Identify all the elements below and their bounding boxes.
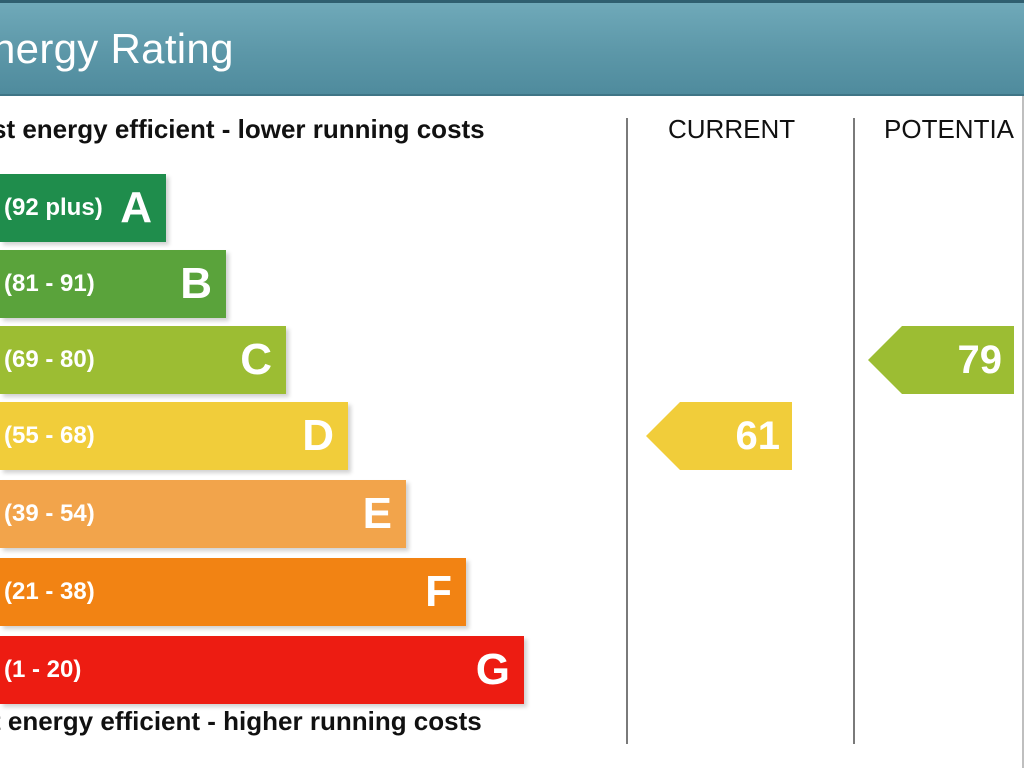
band-letter: E [362, 489, 392, 538]
band-d: (55 - 68) D [0, 402, 348, 470]
top-caption: st energy efficient - lower running cost… [0, 114, 485, 144]
band-letter: G [475, 645, 510, 694]
potential-rating-arrow: 79 [868, 326, 1014, 394]
band-letter: C [240, 335, 272, 384]
current-rating-arrow: 61 [646, 402, 792, 470]
band-range: (1 - 20) [4, 656, 82, 683]
column-divider [626, 118, 628, 744]
page-title: nergy Rating [0, 25, 234, 72]
band-range: (39 - 54) [4, 500, 95, 527]
band-c: (69 - 80) C [0, 326, 286, 394]
title-bar: nergy Rating [0, 0, 1024, 96]
band-f: (21 - 38) F [0, 558, 466, 626]
band-range: (21 - 38) [4, 578, 95, 605]
band-letter: A [120, 183, 152, 232]
band-e: (39 - 54) E [0, 480, 406, 548]
current-rating-value: 61 [735, 414, 781, 458]
band-a: (92 plus) A [0, 174, 166, 242]
band-b: (81 - 91) B [0, 250, 226, 318]
potential-arrow-shape [868, 326, 1014, 394]
band-range: (81 - 91) [4, 270, 95, 297]
frame-edge [1022, 96, 1024, 768]
band-g: (1 - 20) G [0, 636, 524, 704]
current-arrow-shape [646, 402, 792, 470]
potential-rating-value: 79 [957, 338, 1003, 382]
rating-panel: st energy efficient - lower running cost… [0, 98, 1024, 768]
band-letter: D [302, 411, 334, 460]
band-letter: F [425, 567, 452, 616]
band-range: (92 plus) [4, 194, 103, 221]
band-range: (69 - 80) [4, 346, 95, 373]
band-letter: B [180, 259, 212, 308]
current-column-header: CURRENT [668, 114, 796, 144]
bottom-caption: t energy efficient - higher running cost… [0, 706, 482, 736]
column-divider [853, 118, 855, 744]
potential-column-header: POTENTIA [884, 114, 1015, 144]
band-range: (55 - 68) [4, 422, 95, 449]
